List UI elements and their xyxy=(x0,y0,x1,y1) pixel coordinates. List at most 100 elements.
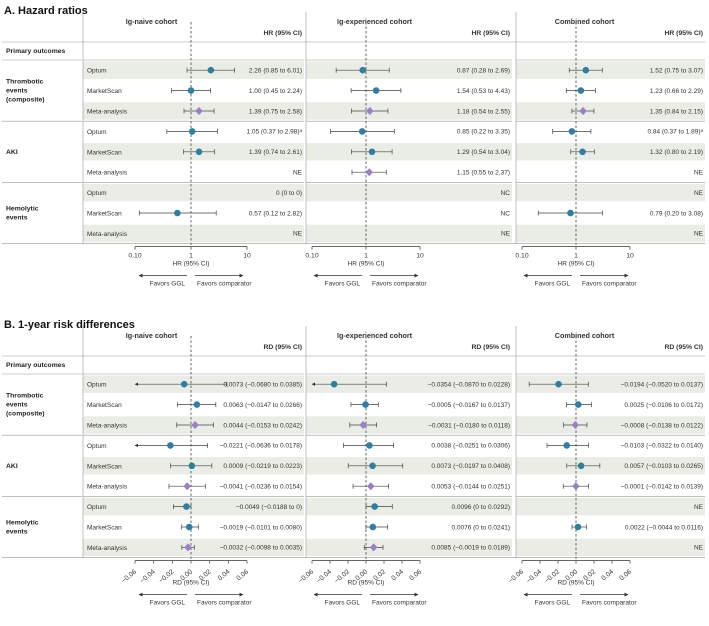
row-band xyxy=(516,183,705,202)
value-label: 0 (0 to 0) xyxy=(276,190,302,197)
value-label: 0.0053 (−0.0144 to 0.0251) xyxy=(431,484,510,491)
favors-left-label: Favors GGL xyxy=(325,600,361,607)
source-label: Optum xyxy=(87,382,107,389)
value-label: 1.32 (0.80 to 2.19) xyxy=(650,149,703,156)
x-tick-label: 1 xyxy=(189,253,193,260)
point-marker xyxy=(188,128,196,135)
value-label: NE xyxy=(694,504,704,511)
value-label: 0.0057 (−0.0103 to 0.0265) xyxy=(624,463,703,470)
forest-panel-rd: Primary outcomes Thrombotic events (composi… xyxy=(2,326,705,607)
value-label: −0.0041 (−0.0236 to 0.0154) xyxy=(220,484,302,491)
group-label: Hemolytic xyxy=(6,206,39,213)
point-marker xyxy=(180,380,188,388)
row-band xyxy=(306,61,512,79)
row-band xyxy=(306,457,512,475)
x-axis-label: RD (95% CI) xyxy=(348,580,385,587)
source-label: Optum xyxy=(87,129,107,136)
diamond-marker xyxy=(359,421,368,429)
value-label: 2.26 (0.85 to 6.01) xyxy=(249,68,302,75)
value-label: −0.0005 (−0.0167 to 0.0137) xyxy=(428,402,510,409)
forest-panel-hr: Primary outcomes Thrombotic events (composi… xyxy=(2,12,705,288)
diamond-marker xyxy=(365,168,374,177)
diamond-marker xyxy=(195,107,203,115)
x-axis-label: HR (95% CI) xyxy=(348,261,385,268)
x-tick-label: 1 xyxy=(574,253,578,260)
value-label: −0.0073 (−0.0680 to 0.0385) xyxy=(220,382,302,389)
favors-left-label: Favors GGL xyxy=(535,281,571,288)
value-label: 1.29 (0.54 to 3.04) xyxy=(457,149,510,156)
panel-risk-differences: B. 1-year risk differences xyxy=(4,319,135,331)
point-marker xyxy=(358,128,366,135)
source-label: Optum xyxy=(87,190,107,197)
favors-right-label: Favors comparator xyxy=(197,600,252,607)
value-label: 0.0009 (−0.0219 to 0.0223) xyxy=(223,463,302,470)
point-marker xyxy=(372,87,380,94)
row-band xyxy=(306,102,512,120)
source-label: Optum xyxy=(87,443,107,450)
x-tick-label: 10 xyxy=(243,253,251,260)
value-label: 0.87 (0.28 to 2.69) xyxy=(457,68,510,75)
group-label: (composite) xyxy=(6,97,45,104)
value-label: NE xyxy=(293,231,303,238)
value-label: 0.0073 (−0.0197 to 0.0408) xyxy=(431,463,510,470)
value-label: 0.0022 (−0.0044 to 0.0116) xyxy=(625,524,703,531)
row-band xyxy=(306,224,512,243)
value-label: NE xyxy=(694,170,704,177)
row-band xyxy=(83,183,304,202)
value-label: −0.0008 (−0.0138 to 0.0122) xyxy=(621,422,703,429)
value-label: 0.85 (0.22 to 3.35) xyxy=(457,129,510,136)
point-marker xyxy=(568,128,576,135)
forest-plot-body: Primary outcomes Thrombotic events (composi… xyxy=(2,12,705,607)
value-label: NE xyxy=(694,545,704,552)
row-band xyxy=(516,497,705,516)
x-tick-label: 0.10 xyxy=(515,253,528,260)
diamond-marker xyxy=(366,107,374,115)
cohort-title: Ig-naive cohort xyxy=(126,331,178,340)
group-label: events xyxy=(6,88,28,95)
value-label: NC xyxy=(501,210,511,217)
col-header: HR (95% CI) xyxy=(263,30,302,37)
x-axis-label: HR (95% CI) xyxy=(558,261,595,268)
point-marker xyxy=(183,503,190,510)
row-band xyxy=(83,224,304,243)
x-tick-label: 10 xyxy=(416,253,424,260)
source-label: MarketScan xyxy=(87,525,122,532)
value-label: 1.18 (0.54 to 2.55) xyxy=(457,108,510,115)
row-band xyxy=(306,143,512,161)
x-tick-label: −0.04 xyxy=(139,568,157,585)
favors-right-label: Favors comparator xyxy=(372,600,427,607)
value-label: NE xyxy=(694,231,704,238)
point-marker xyxy=(368,148,376,156)
value-label: NE xyxy=(501,231,511,238)
value-label: 1.05 (0.37 to 2.98)ᵃ xyxy=(246,129,302,136)
point-marker xyxy=(555,380,562,388)
favors-right-label: Favors comparator xyxy=(582,281,637,288)
group-label: Hemolytic xyxy=(6,520,39,527)
value-label: −0.0354 (−0.0870 to 0.0228) xyxy=(428,382,510,389)
group-label: Thrombotic xyxy=(6,393,44,400)
source-label: Meta-analysis xyxy=(87,109,128,116)
x-tick-label: −0.06 xyxy=(507,568,525,585)
point-marker xyxy=(366,442,373,449)
source-label: MarketScan xyxy=(87,88,122,95)
col-header: RD (95% CI) xyxy=(471,344,510,351)
value-label: 0.0076 (0 to 0.0241) xyxy=(451,524,510,531)
source-label: MarketScan xyxy=(87,402,122,409)
group-label: AKI xyxy=(6,149,18,156)
group-label: Thrombotic xyxy=(6,79,44,86)
x-tick-label: 0.04 xyxy=(600,568,615,582)
value-label: 0.0085 (−0.0019 to 0.0189) xyxy=(431,545,510,552)
value-label: 1.39 (0.75 to 2.58) xyxy=(249,108,302,115)
col-header: HR (95% CI) xyxy=(664,30,703,37)
value-label: 0.0096 (0 to 0.0292) xyxy=(451,504,510,511)
diamond-marker xyxy=(572,482,580,491)
source-label: Meta-analysis xyxy=(87,545,128,552)
point-marker xyxy=(582,66,590,74)
point-marker xyxy=(574,523,582,531)
x-tick-label: 10 xyxy=(626,253,634,260)
group-label: events xyxy=(6,402,28,409)
value-label: 0.0044 (−0.0153 to 0.0242) xyxy=(223,422,302,429)
x-tick-label: 0.06 xyxy=(408,568,423,582)
point-marker xyxy=(207,66,215,74)
row-band xyxy=(306,497,512,516)
